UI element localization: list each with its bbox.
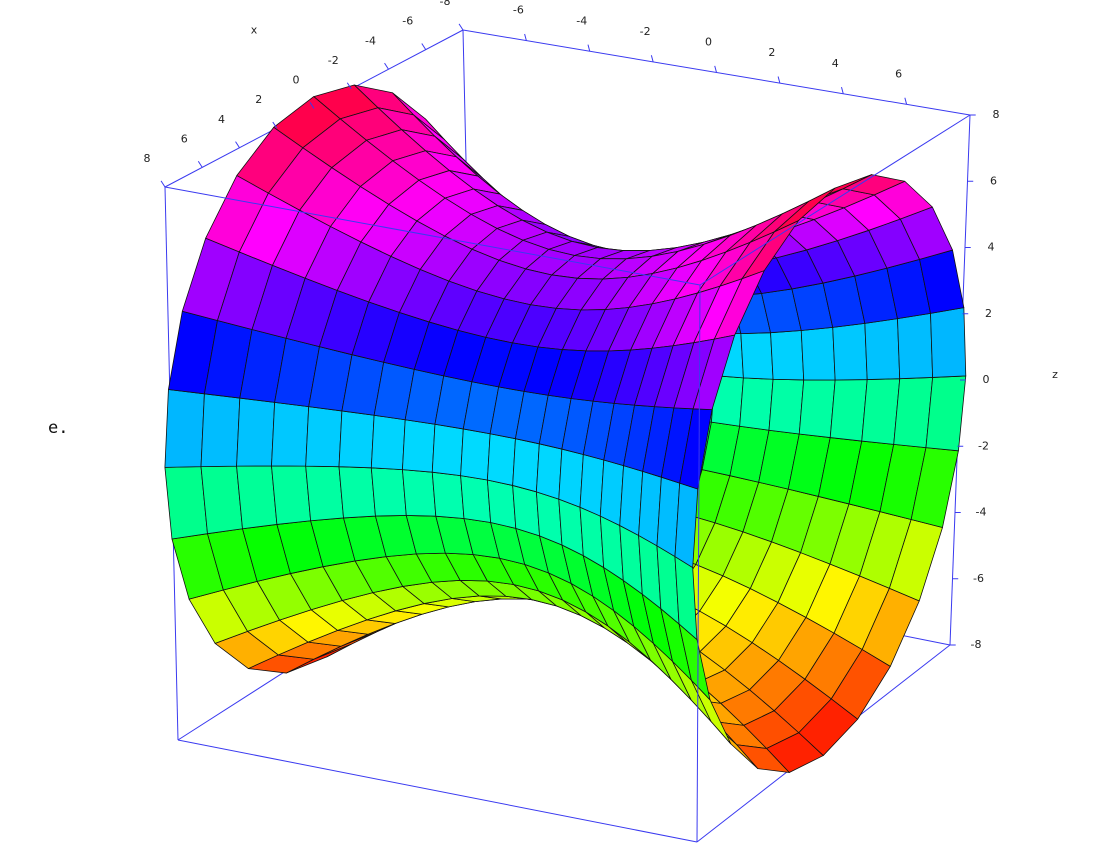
surface-patch — [487, 433, 516, 486]
surface-patch — [236, 397, 276, 467]
surface — [164, 84, 967, 773]
item-prefix: e. — [48, 418, 68, 438]
surface-patch — [402, 469, 437, 517]
surface-patch — [164, 389, 205, 468]
surface-patch — [692, 334, 736, 411]
surface-patch — [431, 423, 464, 477]
tick-mark — [384, 62, 389, 70]
surface-patch — [864, 318, 901, 380]
tick-label: -2 — [640, 25, 651, 38]
tick-label: 0 — [983, 373, 990, 386]
surface-patch — [535, 443, 563, 500]
tick-mark — [714, 65, 717, 73]
surface-patch — [431, 471, 465, 519]
tick-label: 8 — [144, 152, 151, 165]
tick-label: -8 — [440, 0, 451, 8]
surface-patch — [370, 414, 406, 471]
surface-patch — [558, 448, 584, 508]
tick-label: -2 — [978, 439, 989, 452]
tick-mark — [777, 76, 781, 84]
surface-patch — [800, 326, 836, 381]
tick-mark — [524, 33, 527, 41]
x-axis-label: x — [251, 24, 258, 37]
tick-mark — [587, 44, 591, 52]
box-edge — [164, 186, 701, 286]
surface-patch — [460, 475, 492, 523]
tick-label: -4 — [976, 506, 987, 519]
z-axis-label: z — [1052, 368, 1058, 381]
axis-labels: 8 6 4 2 0 -2 -4 -6 -8 -6 -4 -2 0 2 4 6 8 6 4 2 0 -2 -4 -6 -8 x z — [144, 0, 1059, 651]
surface-patch — [512, 438, 540, 493]
tick-mark — [421, 43, 427, 50]
surface-patch — [460, 428, 491, 481]
surface-patch — [305, 465, 344, 522]
tick-label: 4 — [218, 113, 225, 126]
tick-label: 0 — [705, 36, 712, 49]
surface-patch — [925, 375, 967, 452]
tick-label: -4 — [576, 14, 587, 27]
tick-label: -6 — [973, 572, 984, 585]
surface-patch — [370, 467, 407, 517]
tick-mark — [272, 121, 278, 129]
tick-label: 2 — [985, 307, 992, 320]
tick-label: 0 — [293, 74, 300, 87]
tick-mark — [235, 141, 240, 149]
surface-patch — [798, 379, 836, 438]
tick-label: -6 — [513, 4, 524, 17]
surface-patch — [164, 466, 208, 540]
surface-patch — [829, 379, 868, 442]
tick-mark — [309, 102, 315, 109]
surface-patch — [487, 479, 517, 529]
tick-mark — [197, 160, 203, 168]
box-edge — [696, 284, 701, 843]
tick-label: 2 — [255, 93, 262, 106]
surface-patch — [579, 454, 605, 517]
surface-patch — [512, 485, 540, 537]
surface-patch — [770, 330, 805, 381]
surface-patch — [271, 465, 312, 525]
surface-patch — [402, 419, 436, 473]
tick-label: 6 — [895, 67, 902, 80]
tick-label: 6 — [990, 174, 997, 187]
tick-label: 6 — [181, 132, 188, 145]
surface-patch — [768, 378, 805, 435]
surface-patch — [861, 378, 901, 445]
box-edge — [177, 739, 698, 843]
tick-label: -6 — [402, 15, 413, 28]
surface-patch — [338, 410, 375, 469]
tick-mark — [346, 82, 352, 90]
tick-mark — [160, 180, 166, 188]
surface-patch — [338, 466, 376, 519]
surface-patch — [897, 312, 934, 380]
tick-label: -4 — [365, 34, 376, 47]
box-front — [164, 114, 971, 843]
surface-patch — [832, 322, 868, 381]
tick-label: -8 — [971, 638, 982, 651]
tick-label: 8 — [993, 108, 1000, 121]
tick-label: -2 — [328, 54, 339, 67]
tick-label: 4 — [832, 57, 839, 70]
surface-patch — [271, 401, 310, 467]
tick-label: 4 — [988, 241, 995, 254]
tick-label: 2 — [768, 46, 775, 59]
surface-patch — [740, 332, 774, 380]
tick-mark — [650, 55, 654, 63]
tick-mark — [904, 97, 908, 105]
tick-mark — [841, 87, 844, 94]
surface-patch — [305, 406, 343, 468]
surface-patch — [200, 393, 241, 468]
box-edge — [699, 114, 971, 286]
surface-patch — [236, 465, 278, 530]
surface-patch — [930, 307, 967, 378]
surface-patch — [739, 377, 774, 431]
tick-mark — [458, 23, 464, 31]
surface-patch — [200, 465, 243, 535]
